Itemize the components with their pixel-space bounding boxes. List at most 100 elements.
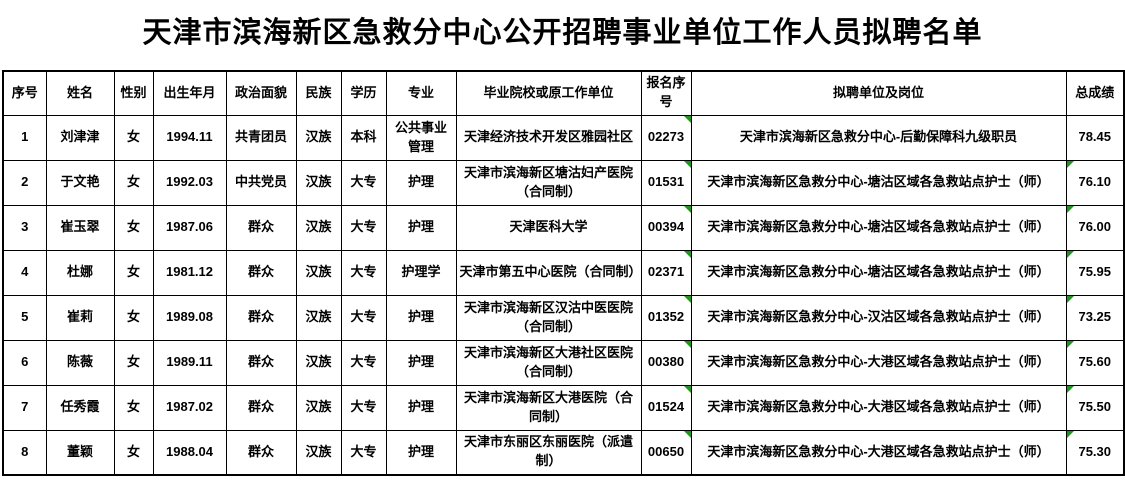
column-header: 拟聘单位及岗位 xyxy=(690,70,1067,116)
registration-no-cell: 00380 xyxy=(640,339,692,386)
position-cell: 天津市滨海新区急救分中心-后勤保障科九级职员 xyxy=(690,114,1067,161)
position-cell: 天津市滨海新区急救分中心-汉沽区域各急救站点护士（师） xyxy=(690,294,1067,341)
major-cell: 护理 xyxy=(385,429,457,476)
table-row: 1 刘津津女 1994.11 共青团员 汉族 本科 公共事业管理 天津经济技术开发区雅园社区 0… xyxy=(2,114,1125,161)
registration-no-cell: 02371 xyxy=(640,249,692,296)
green-triangle-icon xyxy=(683,251,690,258)
gender-cell: 女 xyxy=(113,429,154,476)
political-status-cell: 群众 xyxy=(225,294,297,341)
table-body: 1 刘津津女 1994.11 共青团员 汉族 本科 公共事业管理 天津经济技术开发区雅园社区 0… xyxy=(2,114,1125,476)
green-triangle-icon xyxy=(683,206,690,213)
registration-no-cell: 00394 xyxy=(640,204,692,251)
birthdate-cell: 1989.11 xyxy=(152,339,227,386)
gender-cell: 女 xyxy=(113,159,154,206)
header-row: 序号 姓名 性别 出生年月 政治面貌 民族 学历 专业 毕业院校或原工作单位 报名序号 拟聘单位及岗… xyxy=(2,70,1125,116)
green-triangle-icon xyxy=(1067,161,1074,168)
page-title: 天津市滨海新区急救分中心公开招聘事业单位工作人员拟聘名单 xyxy=(142,17,983,49)
political-status-cell: 共青团员 xyxy=(225,114,297,161)
green-triangle-icon xyxy=(683,386,690,393)
ethnicity-cell: 汉族 xyxy=(295,114,342,161)
major-cell: 护理 xyxy=(385,384,457,431)
gender-cell: 女 xyxy=(113,204,154,251)
gender-cell: 女 xyxy=(113,249,154,296)
ethnicity-cell: 汉族 xyxy=(295,429,342,476)
column-header: 学历 xyxy=(340,70,387,116)
name-cell: 刘津津 xyxy=(45,114,115,161)
ethnicity-cell: 汉族 xyxy=(295,384,342,431)
score-cell: 78.45 xyxy=(1065,114,1125,161)
green-triangle-icon xyxy=(683,341,690,348)
column-header: 专业 xyxy=(385,70,457,116)
table-row: 3 崔玉翠女 1987.06 群众 汉族 大专 护理 天津医科大学 00394 天津市滨海新区急救… xyxy=(2,204,1125,251)
ethnicity-cell: 汉族 xyxy=(295,159,342,206)
serial-cell: 8 xyxy=(2,429,47,476)
gender-cell: 女 xyxy=(113,294,154,341)
recruitment-table: 序号 姓名 性别 出生年月 政治面貌 民族 学历 专业 毕业院校或原工作单位 报名序号 拟聘单位及岗… xyxy=(2,70,1125,476)
birthdate-cell: 1992.03 xyxy=(152,159,227,206)
green-triangle-icon xyxy=(1067,251,1074,258)
score-cell: 75.60 xyxy=(1065,339,1125,386)
gender-cell: 女 xyxy=(113,384,154,431)
name-cell: 于文艳 xyxy=(45,159,115,206)
education-cell: 大专 xyxy=(340,159,387,206)
column-header: 姓名 xyxy=(45,70,115,116)
green-triangle-icon xyxy=(1067,386,1074,393)
column-header: 报名序号 xyxy=(640,70,692,116)
gender-cell: 女 xyxy=(113,339,154,386)
position-cell: 天津市滨海新区急救分中心-塘沽区域各急救站点护士（师） xyxy=(690,204,1067,251)
registration-no-cell: 01531 xyxy=(640,159,692,206)
column-header: 出生年月 xyxy=(152,70,227,116)
major-cell: 护理 xyxy=(385,294,457,341)
political-status-cell: 中共党员 xyxy=(225,159,297,206)
position-cell: 天津市滨海新区急救分中心-大港区域各急救站点护士（师） xyxy=(690,384,1067,431)
score-cell: 76.00 xyxy=(1065,204,1125,251)
position-cell: 天津市滨海新区急救分中心-大港区域各急救站点护士（师） xyxy=(690,429,1067,476)
registration-no-cell: 01524 xyxy=(640,384,692,431)
gender-cell: 女 xyxy=(113,114,154,161)
green-triangle-icon xyxy=(1067,341,1074,348)
political-status-cell: 群众 xyxy=(225,429,297,476)
table-row: 5 崔莉女 1989.08 群众 汉族 大专 护理 天津市滨海新区汉沽中医医院（合同制） 013… xyxy=(2,294,1125,341)
ethnicity-cell: 汉族 xyxy=(295,249,342,296)
birthdate-cell: 1987.02 xyxy=(152,384,227,431)
column-header: 性别 xyxy=(113,70,154,116)
score-cell: 75.95 xyxy=(1065,249,1125,296)
serial-cell: 6 xyxy=(2,339,47,386)
document-page: 天津市滨海新区急救分中心公开招聘事业单位工作人员拟聘名单 序号 姓名 性别 出生年月政… xyxy=(0,13,1125,476)
table-row: 8 董颖女 1988.04 群众 汉族 大专 护理 天津市东丽区东丽医院（派遣制） 00650 天… xyxy=(2,429,1125,476)
green-triangle-icon xyxy=(683,431,690,438)
name-cell: 崔莉 xyxy=(45,294,115,341)
table-row: 4 杜娜女 1981.12 群众 汉族 大专 护理学 天津市第五中心医院（合同制） 02371 天… xyxy=(2,249,1125,296)
name-cell: 陈薇 xyxy=(45,339,115,386)
table-row: 7 任秀霞女 1987.02 群众 汉族 大专 护理 天津市滨海新区大港医院（合同制） 0152… xyxy=(2,384,1125,431)
origin-unit-cell: 天津经济技术开发区雅园社区 xyxy=(455,114,642,161)
green-triangle-icon xyxy=(683,161,690,168)
education-cell: 本科 xyxy=(340,114,387,161)
green-triangle-icon xyxy=(1067,296,1074,303)
serial-cell: 5 xyxy=(2,294,47,341)
position-cell: 天津市滨海新区急救分中心-塘沽区域各急救站点护士（师） xyxy=(690,249,1067,296)
green-triangle-icon xyxy=(1067,431,1074,438)
column-header: 毕业院校或原工作单位 xyxy=(455,70,642,116)
origin-unit-cell: 天津市滨海新区大港社区医院（合同制） xyxy=(455,339,642,386)
birthdate-cell: 1989.08 xyxy=(152,294,227,341)
political-status-cell: 群众 xyxy=(225,384,297,431)
education-cell: 大专 xyxy=(340,249,387,296)
score-cell: 75.30 xyxy=(1065,429,1125,476)
birthdate-cell: 1987.06 xyxy=(152,204,227,251)
column-header: 民族 xyxy=(295,70,342,116)
ethnicity-cell: 汉族 xyxy=(295,204,342,251)
name-cell: 董颖 xyxy=(45,429,115,476)
green-triangle-icon xyxy=(683,116,690,123)
serial-cell: 7 xyxy=(2,384,47,431)
education-cell: 大专 xyxy=(340,339,387,386)
education-cell: 大专 xyxy=(340,204,387,251)
education-cell: 大专 xyxy=(340,294,387,341)
green-triangle-icon xyxy=(683,296,690,303)
political-status-cell: 群众 xyxy=(225,339,297,386)
column-header: 总成绩 xyxy=(1065,70,1125,116)
position-cell: 天津市滨海新区急救分中心-大港区域各急救站点护士（师） xyxy=(690,339,1067,386)
major-cell: 护理 xyxy=(385,339,457,386)
serial-cell: 2 xyxy=(2,159,47,206)
ethnicity-cell: 汉族 xyxy=(295,339,342,386)
